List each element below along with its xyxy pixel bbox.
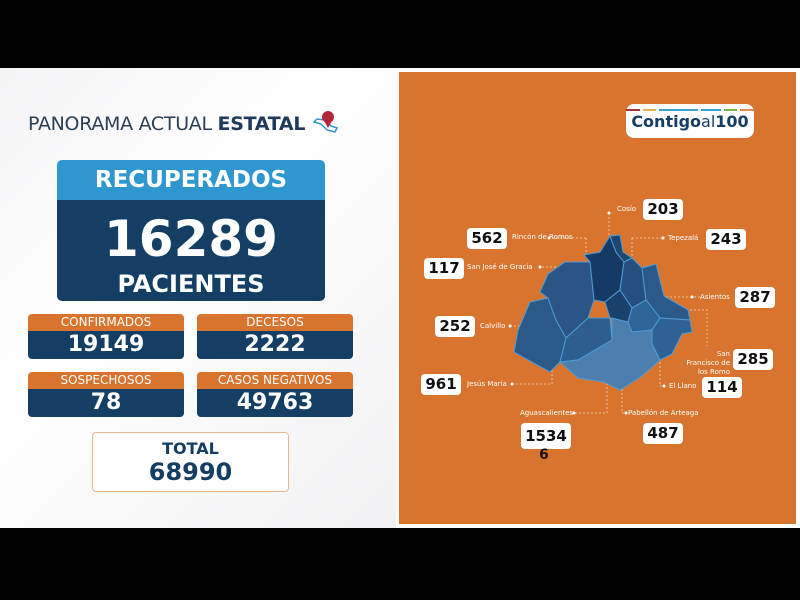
stat-value: 78 bbox=[28, 389, 184, 417]
value-pabellon-de-arteaga: 487 bbox=[643, 423, 683, 444]
stat-label: CASOS NEGATIVOS bbox=[197, 372, 353, 389]
value-rincon-de-romos: 562 bbox=[467, 228, 507, 249]
stat-card-sospechosos: SOSPECHOSOS 78 bbox=[28, 372, 184, 417]
left-panel: PANORAMA ACTUAL ESTATAL RECUPERADOS 1628… bbox=[0, 68, 396, 528]
stat-value: 49763 bbox=[197, 389, 353, 417]
value-aguascalientes: 1534 bbox=[521, 423, 571, 449]
total-label: TOTAL bbox=[162, 439, 219, 458]
stat-card-confirmados: CONFIRMADOS 19149 bbox=[28, 314, 184, 359]
value-asientos: 287 bbox=[735, 287, 775, 308]
value-el-llano: 114 bbox=[702, 377, 742, 398]
label-aguascalientes: Aguascalientes bbox=[520, 409, 574, 417]
label-pabellon-de-arteaga: Pabellón de Arteaga bbox=[628, 409, 699, 417]
recuperados-header: RECUPERADOS bbox=[57, 160, 325, 200]
value-san-francisco-de-los-romo: 285 bbox=[733, 349, 773, 370]
label-tepezala: Tepezalá bbox=[668, 234, 699, 242]
value-calvillo: 252 bbox=[435, 316, 475, 337]
stat-card-casos-negativos: CASOS NEGATIVOS 49763 bbox=[197, 372, 353, 417]
label-jesus-maria: Jesús María bbox=[467, 380, 507, 388]
label-cosio: Cosío bbox=[617, 205, 637, 213]
stat-label: SOSPECHOSOS bbox=[28, 372, 184, 389]
stat-label: DECESOS bbox=[197, 314, 353, 331]
label-el-llano: El Llano bbox=[669, 382, 697, 390]
label-rincon-de-romos: Rincón de Romos bbox=[512, 233, 573, 241]
infographic: PANORAMA ACTUAL ESTATAL RECUPERADOS 1628… bbox=[0, 68, 800, 528]
total-box: TOTAL 68990 bbox=[92, 432, 289, 492]
value-jesus-maria: 961 bbox=[421, 374, 461, 395]
page-title: PANORAMA ACTUAL ESTATAL bbox=[28, 110, 341, 136]
label-san-francisco-de-los-romo: San Francisco de los Romo bbox=[686, 350, 730, 376]
stat-card-decesos: DECESOS 2222 bbox=[197, 314, 353, 359]
stat-value: 2222 bbox=[197, 331, 353, 359]
total-value: 68990 bbox=[148, 458, 233, 486]
value-cosio: 203 bbox=[643, 199, 683, 220]
value-tepezala: 243 bbox=[706, 229, 746, 250]
value-san-jose-de-gracia: 117 bbox=[424, 258, 464, 279]
recuperados-value: 16289 bbox=[104, 210, 278, 268]
contigo-al-100-logo: Contigoal100 bbox=[626, 104, 755, 138]
recuperados-unit: PACIENTES bbox=[117, 270, 265, 298]
label-calvillo: Calvillo bbox=[480, 322, 506, 330]
stat-value: 19149 bbox=[28, 331, 184, 359]
label-san-jose-de-gracia: San José de Gracia bbox=[467, 263, 533, 271]
stat-label: CONFIRMADOS bbox=[28, 314, 184, 331]
label-asientos: Asientos bbox=[700, 293, 730, 301]
recuperados-body: 16289 PACIENTES bbox=[57, 200, 325, 301]
mexico-map-pin-icon bbox=[312, 111, 338, 133]
region-aguascalientes bbox=[558, 317, 661, 391]
value-aguascalientes-overflow: 6 bbox=[539, 447, 549, 463]
